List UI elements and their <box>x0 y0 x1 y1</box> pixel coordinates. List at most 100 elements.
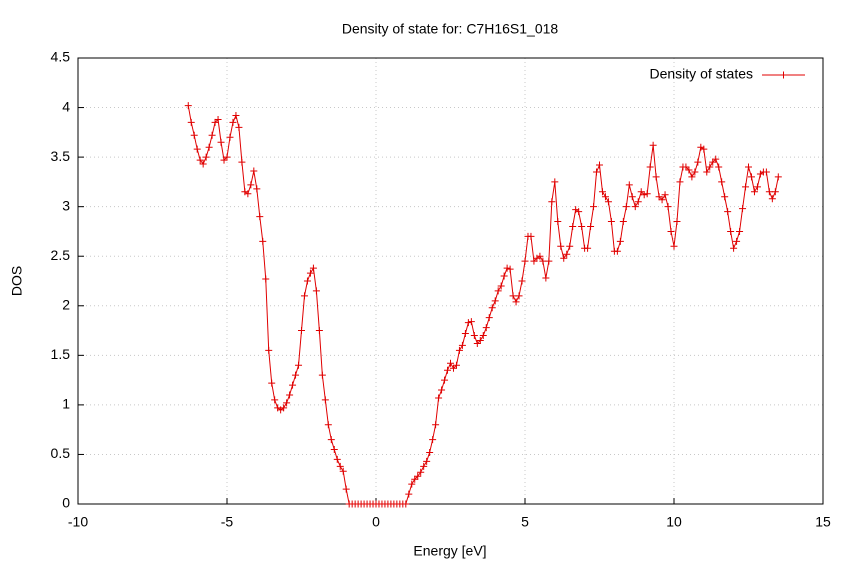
point-marker <box>557 242 565 250</box>
point-marker <box>426 448 434 456</box>
point-marker <box>619 218 627 226</box>
x-tick-label: -10 <box>68 514 88 530</box>
point-marker <box>768 195 776 203</box>
point-marker <box>706 163 714 171</box>
point-marker <box>330 445 338 453</box>
point-marker <box>444 366 452 374</box>
point-marker <box>280 404 288 412</box>
point-marker <box>271 396 279 404</box>
point-marker <box>494 287 502 295</box>
chart-title: Density of state for: C7H16S1_018 <box>342 21 559 37</box>
y-tick-label: 1.5 <box>51 346 71 362</box>
point-marker <box>238 158 246 166</box>
point-marker <box>202 153 210 161</box>
point-marker <box>539 257 547 265</box>
point-marker <box>229 118 237 126</box>
point-marker <box>312 287 320 295</box>
point-marker <box>667 227 675 235</box>
point-marker <box>715 163 723 171</box>
point-marker <box>563 250 571 258</box>
point-marker <box>497 282 505 290</box>
point-marker <box>226 133 234 141</box>
point-marker <box>321 396 329 404</box>
point-marker <box>303 277 311 285</box>
point-marker <box>420 462 428 470</box>
point-marker <box>709 158 717 166</box>
point-marker <box>300 292 308 300</box>
point-marker <box>631 203 639 211</box>
point-marker <box>292 371 300 379</box>
x-tick-label: 0 <box>372 514 380 530</box>
point-marker <box>670 242 678 250</box>
point-marker <box>601 193 609 201</box>
point-marker <box>551 178 559 186</box>
y-tick-label: 2 <box>62 296 70 312</box>
y-tick-label: 3.5 <box>51 148 71 164</box>
point-marker <box>464 319 472 327</box>
point-marker <box>753 183 761 191</box>
point-marker <box>449 364 457 372</box>
point-marker <box>306 269 314 277</box>
point-marker <box>733 237 741 245</box>
legend-marker <box>780 71 787 79</box>
point-marker <box>184 102 192 110</box>
y-tick-label: 0.5 <box>51 445 71 461</box>
point-marker <box>750 188 758 196</box>
y-tick-label: 1 <box>62 396 70 412</box>
point-marker <box>402 500 410 508</box>
point-marker <box>247 181 255 189</box>
point-marker <box>518 277 526 285</box>
y-axis-label: DOS <box>9 266 25 296</box>
point-marker <box>688 173 696 181</box>
point-marker <box>441 376 449 384</box>
point-marker <box>405 490 413 498</box>
point-marker <box>435 394 443 402</box>
point-marker <box>452 361 460 369</box>
point-marker <box>658 196 666 204</box>
point-marker <box>742 183 750 191</box>
point-marker <box>423 457 431 465</box>
point-marker <box>655 193 663 201</box>
point-marker <box>259 237 267 245</box>
point-marker <box>217 138 225 146</box>
point-marker <box>214 115 222 123</box>
point-marker <box>661 191 669 199</box>
point-marker <box>286 391 294 399</box>
point-marker <box>223 153 231 161</box>
point-marker <box>262 275 270 283</box>
point-marker <box>342 485 350 493</box>
y-tick-label: 3 <box>62 197 70 213</box>
point-marker <box>283 399 291 407</box>
point-marker <box>196 156 204 164</box>
point-marker <box>417 468 425 476</box>
point-marker <box>289 381 297 389</box>
point-marker <box>637 188 645 196</box>
point-marker <box>336 462 344 470</box>
point-marker <box>607 218 615 226</box>
point-marker <box>718 178 726 186</box>
point-marker <box>479 332 487 340</box>
point-marker <box>649 141 657 149</box>
point-marker <box>613 247 621 255</box>
point-marker <box>470 332 478 340</box>
point-marker <box>253 185 261 193</box>
x-tick-label: 15 <box>815 514 831 530</box>
point-marker <box>545 257 553 265</box>
point-marker <box>616 237 624 245</box>
plot-frame <box>77 57 824 505</box>
point-marker <box>771 188 779 196</box>
x-tick-label: 5 <box>521 514 529 530</box>
point-marker <box>447 359 454 367</box>
point-marker <box>244 190 252 198</box>
point-marker <box>646 163 654 171</box>
point-marker <box>587 222 595 230</box>
point-marker <box>774 173 782 181</box>
point-marker <box>190 131 198 139</box>
point-marker <box>560 254 568 262</box>
point-marker <box>515 292 523 300</box>
point-marker <box>584 244 592 252</box>
point-marker <box>527 232 535 240</box>
point-marker <box>578 222 586 230</box>
point-marker <box>530 257 538 265</box>
point-marker <box>634 198 642 206</box>
